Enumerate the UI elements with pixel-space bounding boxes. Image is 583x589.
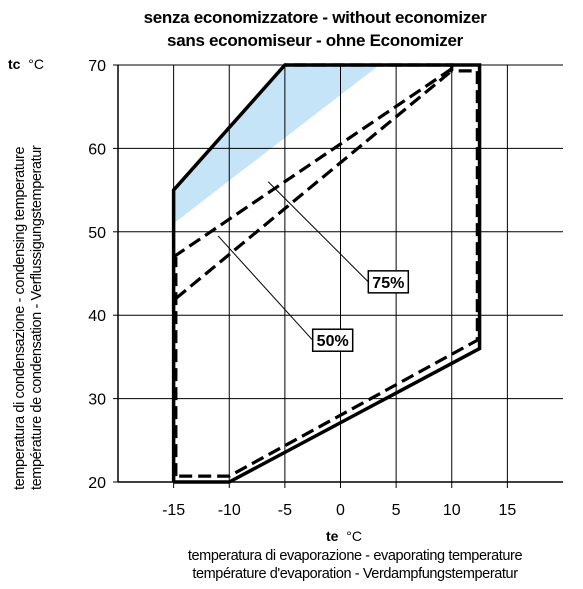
y-tick-label: 50 <box>88 225 106 242</box>
x-axis-label-2: température d'evaporation - Verdampfungs… <box>192 566 518 582</box>
x-axis-caption: te °C <box>326 528 362 544</box>
y-tick-label: 40 <box>88 308 106 325</box>
y-axis-label-2: température de condensation - Verflussig… <box>29 145 45 490</box>
y-axis-symbol: tc <box>8 56 21 72</box>
y-tick-label: 70 <box>88 58 106 75</box>
envelope-series-0 <box>171 63 482 484</box>
annotation-leader-line <box>217 235 314 341</box>
x-axis-unit: °C <box>346 528 362 544</box>
annotation-label: 50% <box>317 333 349 350</box>
annotation-box <box>311 328 354 352</box>
y-tick-label: 30 <box>88 392 106 409</box>
shaded-region <box>173 65 380 224</box>
annotation-label: 75% <box>372 275 404 292</box>
x-tick-label: -10 <box>218 502 241 519</box>
chart-title-line-1: senza economizzatore - without economize… <box>143 8 487 27</box>
annotation-box <box>367 270 410 294</box>
x-tick-label: 0 <box>336 502 345 519</box>
x-tick-label: 15 <box>498 502 516 519</box>
envelope-series-50pct <box>174 69 453 300</box>
y-axis-label-1: temperatura di condensazione - condensin… <box>12 146 28 490</box>
x-tick-label: -5 <box>278 502 292 519</box>
y-axis-unit: °C <box>28 56 44 72</box>
y-axis-caption: tc °C <box>8 56 44 72</box>
x-axis-label-1: temperatura di evaporazione - evaporatin… <box>187 548 523 564</box>
x-tick-label: -15 <box>162 502 185 519</box>
x-tick-label: 5 <box>392 502 401 519</box>
x-tick-label: 10 <box>443 502 461 519</box>
envelope-series-75pct <box>172 63 459 259</box>
y-tick-label: 60 <box>88 141 106 158</box>
chart-title-line-2: sans economiseur - ohne Economizer <box>167 31 463 50</box>
y-tick-label: 20 <box>88 475 106 492</box>
annotation-leader-line <box>267 181 369 283</box>
x-axis-symbol: te <box>326 528 339 544</box>
envelope-series-1 <box>179 63 479 478</box>
